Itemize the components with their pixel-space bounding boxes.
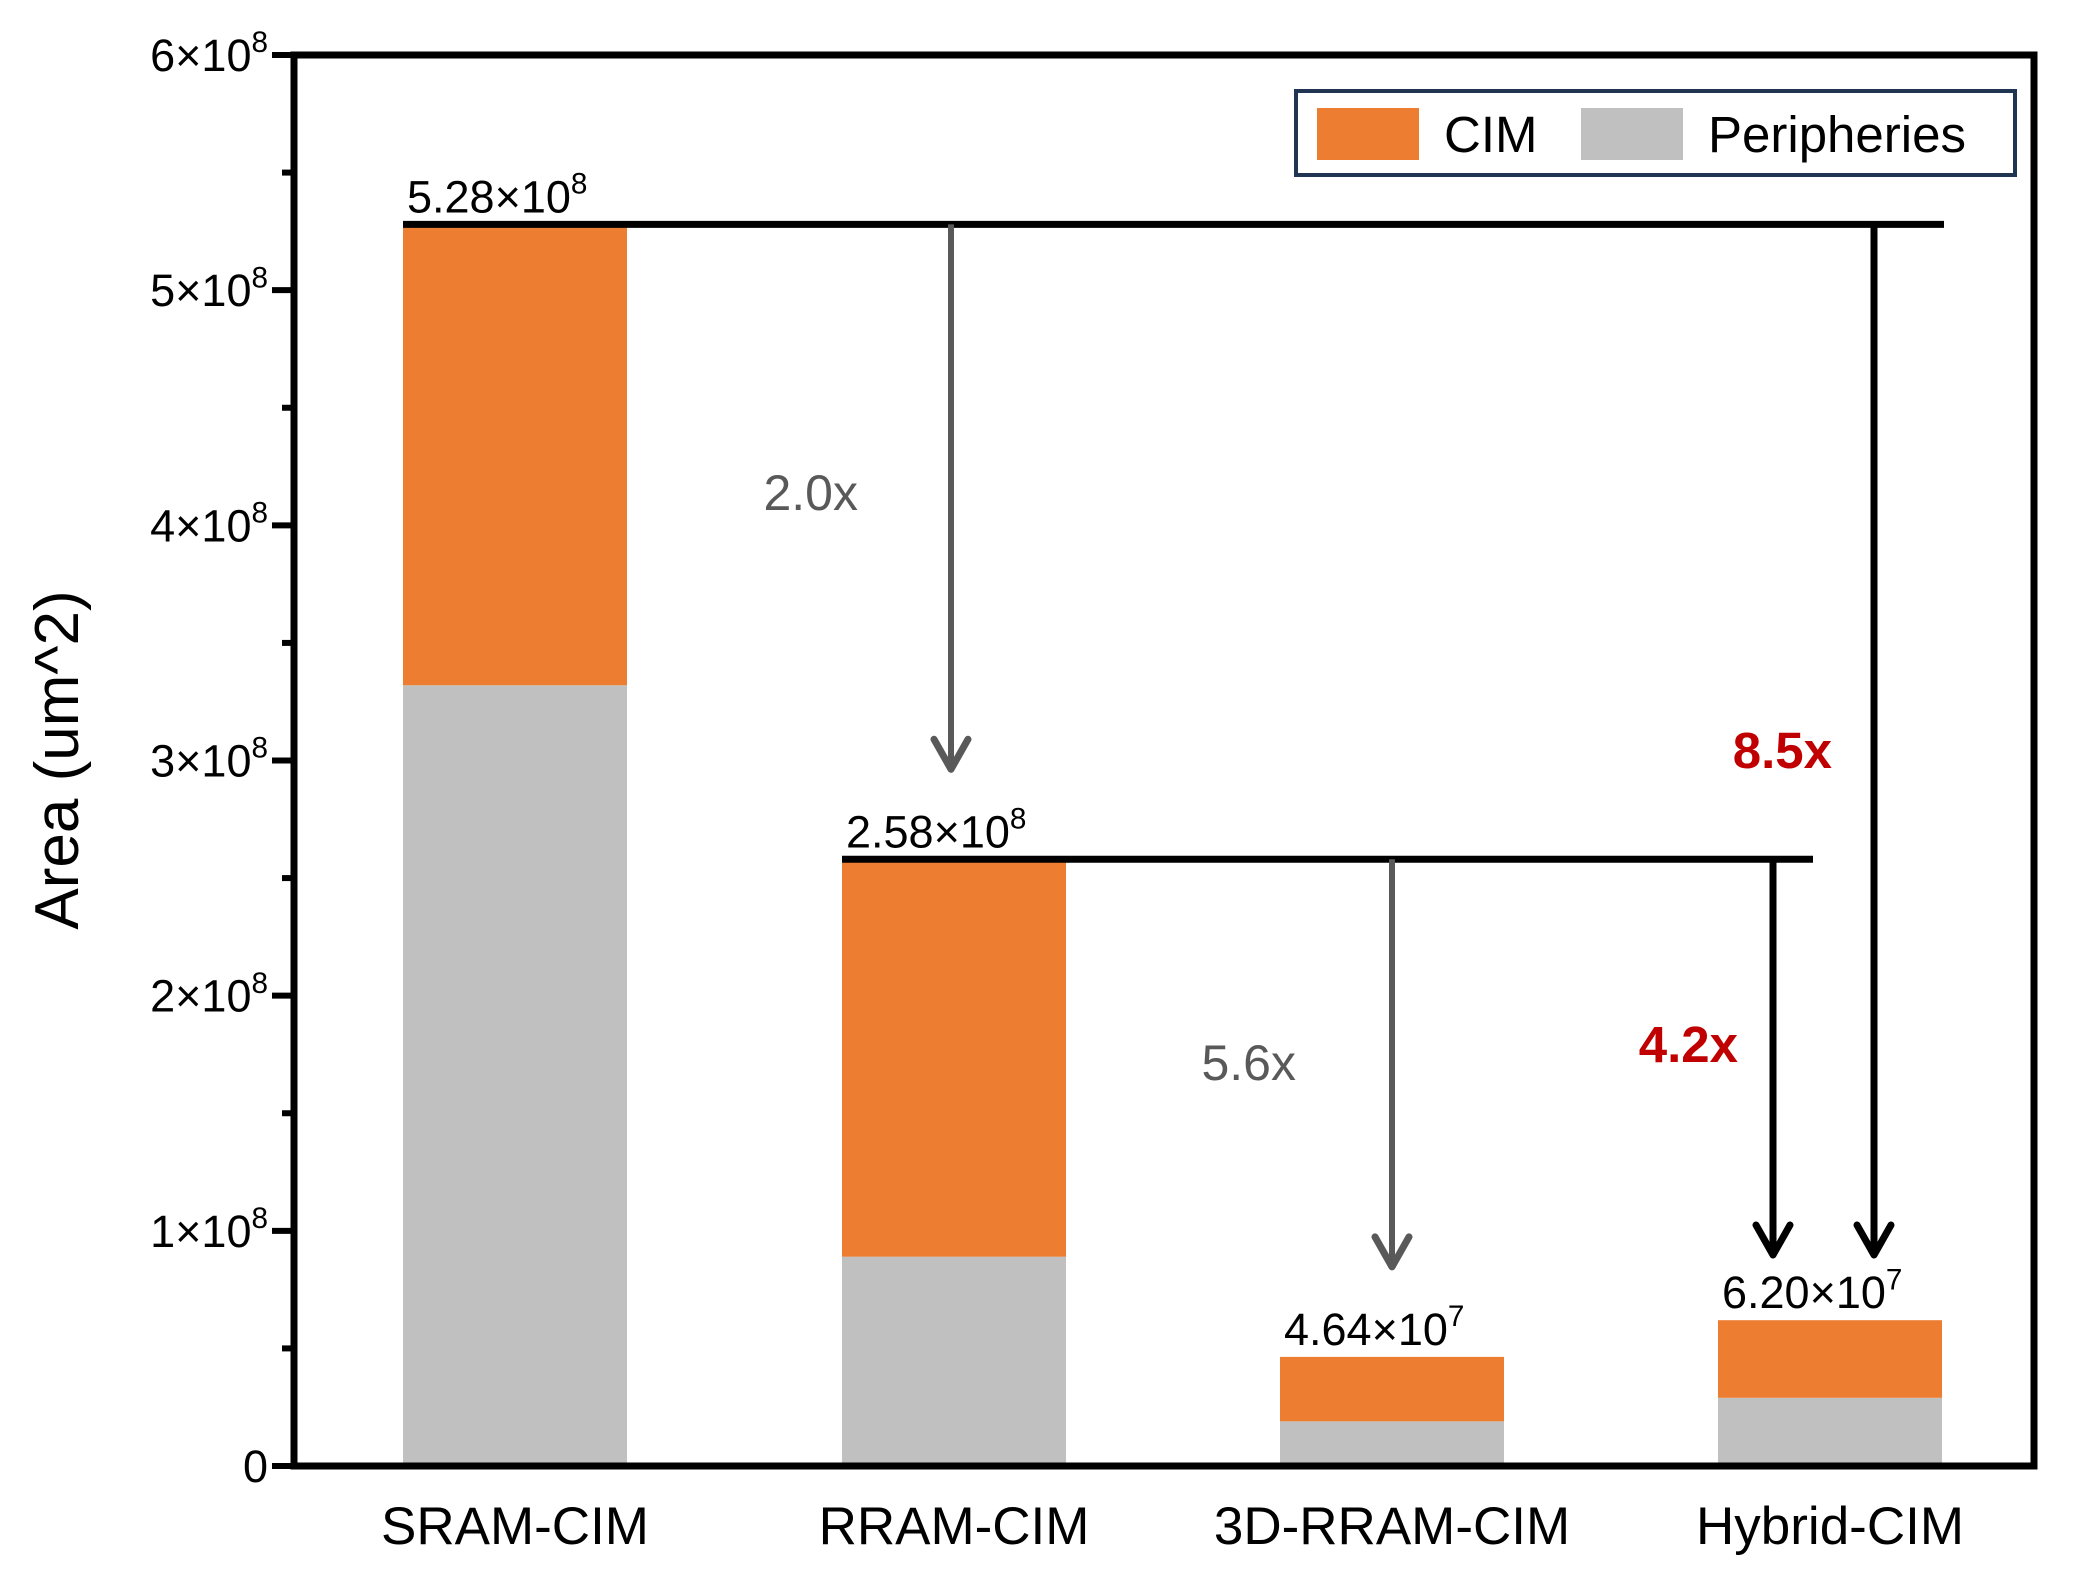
y-tick-label: 0 [243, 1441, 268, 1492]
x-tick-label: RRAM-CIM [819, 1497, 1090, 1556]
reduction-label: 4.2x [1639, 1016, 1738, 1073]
x-axis: SRAM-CIM RRAM-CIM 3D-RRAM-CIM Hybrid-CIM [381, 1497, 1964, 1556]
reduction-arrow-head [1752, 1221, 1794, 1259]
legend-swatch-cim [1317, 108, 1419, 160]
bar-peripheries-3d-rram-cim [1280, 1421, 1504, 1466]
bar-peripheries-hybrid-cim [1718, 1397, 1942, 1466]
y-axis-title: Area (um^2) [23, 590, 92, 929]
bar-cim-sram-cim [403, 224, 627, 686]
y-tick-label: 2×108 [150, 967, 268, 1022]
bar-cim-rram-cim [842, 859, 1066, 1257]
reduction-arrow-head [1853, 1221, 1895, 1259]
bar-cim-hybrid-cim [1718, 1320, 1942, 1398]
legend-swatch-peripheries [1581, 108, 1683, 160]
y-tick-label: 1×108 [150, 1202, 268, 1257]
bar-peripheries-sram-cim [403, 685, 627, 1466]
x-tick-label: Hybrid-CIM [1696, 1497, 1964, 1556]
y-tick-label: 4×108 [150, 496, 268, 551]
reduction-arrow-head [930, 735, 972, 773]
legend-label-cim: CIM [1444, 106, 1537, 163]
total-value-label: 5.28×108 [407, 167, 587, 222]
total-value-label: 4.64×107 [1284, 1300, 1464, 1355]
reduction-arrow-head [1371, 1233, 1413, 1271]
y-tick-label: 3×108 [150, 732, 268, 787]
bar-peripheries-rram-cim [842, 1256, 1066, 1466]
plot-marks [403, 224, 1942, 1466]
reduction-label: 8.5x [1733, 722, 1832, 779]
y-axis: 0 1×108 2×108 3×108 4×108 5×108 6×108 [150, 26, 294, 1492]
reduction-label: 5.6x [1201, 1035, 1296, 1091]
x-tick-label: 3D-RRAM-CIM [1214, 1497, 1570, 1556]
y-tick-label: 5×108 [150, 261, 268, 316]
reduction-label: 2.0x [763, 465, 858, 521]
reduction-annotations: 5.28×108 2.58×108 4.64×107 6.20×107 2.0x 5.6x… [403, 167, 1944, 1355]
total-value-label: 6.20×107 [1722, 1263, 1902, 1318]
y-tick-label: 6×108 [150, 26, 268, 81]
legend-label-peripheries: Peripheries [1708, 106, 1966, 163]
x-tick-label: SRAM-CIM [381, 1497, 649, 1556]
legend: CIM Peripheries [1294, 89, 2017, 177]
total-value-label: 2.58×108 [846, 802, 1026, 857]
bar-cim-3d-rram-cim [1280, 1356, 1504, 1422]
